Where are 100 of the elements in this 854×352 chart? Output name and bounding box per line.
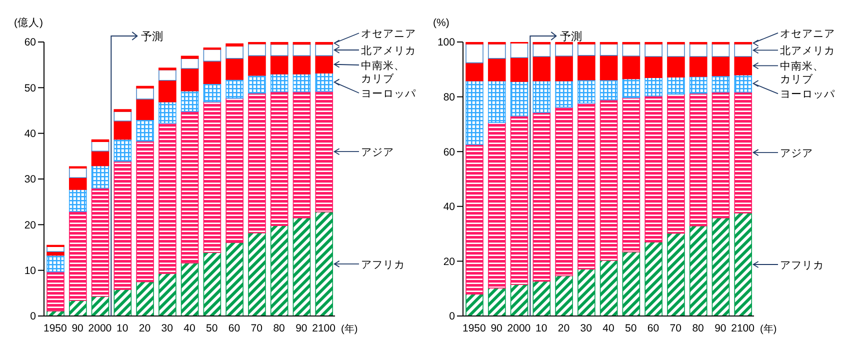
bar <box>203 101 222 253</box>
bar <box>46 271 64 312</box>
y-axis-title: (%) <box>433 17 450 29</box>
bar <box>136 281 154 316</box>
bar <box>644 44 662 57</box>
bar <box>667 76 685 94</box>
y-tick-label: 30 <box>24 174 36 186</box>
bar <box>644 56 662 78</box>
y-tick-label: 40 <box>443 201 456 214</box>
x-tick-label: 70 <box>250 322 263 334</box>
bar <box>114 160 132 290</box>
bar <box>68 177 87 190</box>
x-tick-label: 50 <box>625 322 637 334</box>
bar <box>555 275 573 316</box>
y-tick-label: 20 <box>443 256 456 268</box>
y-axis-title: (億人) <box>14 16 43 29</box>
bar <box>734 92 752 214</box>
bar <box>689 44 708 57</box>
bar <box>734 56 752 76</box>
x-tick-label: 1950 <box>44 322 68 334</box>
bar <box>667 232 685 316</box>
bar <box>712 56 730 76</box>
bar <box>46 254 64 272</box>
bar <box>712 218 730 316</box>
bar <box>270 225 288 316</box>
bar <box>136 140 154 282</box>
bar <box>532 280 551 316</box>
bar <box>91 188 110 297</box>
annotation: 予測 <box>141 31 164 43</box>
x-tick-label: 90 <box>296 322 308 334</box>
bar <box>292 44 311 56</box>
bar <box>466 294 484 316</box>
bar <box>158 122 176 274</box>
bar <box>136 98 154 120</box>
text: 中南米、カリブ <box>780 60 824 86</box>
bar <box>158 273 176 316</box>
bar <box>734 44 752 57</box>
bar <box>510 81 528 116</box>
bar <box>248 74 266 94</box>
bar <box>578 268 596 316</box>
bar <box>114 289 132 316</box>
x-tick-label: 30 <box>580 322 592 334</box>
bar <box>644 77 662 96</box>
bar <box>622 97 640 252</box>
text: 中南米、カリブ <box>361 58 405 85</box>
x-tick-label: 90 <box>714 322 726 334</box>
x-tick-label: 50 <box>206 322 218 334</box>
bar <box>270 74 288 92</box>
bar <box>578 55 596 80</box>
bar <box>315 42 334 45</box>
bar <box>292 42 311 45</box>
bar <box>555 56 573 82</box>
bar <box>91 165 110 189</box>
bar <box>292 74 311 92</box>
bar <box>578 102 596 270</box>
bar <box>689 56 708 77</box>
bar <box>203 60 222 84</box>
bar <box>622 78 640 98</box>
bar <box>226 242 244 316</box>
bar <box>203 48 222 62</box>
x-axis-title: (年) <box>341 323 358 335</box>
y-tick-label: 10 <box>24 265 36 278</box>
bar <box>532 112 551 282</box>
text: オセアニア <box>361 28 416 40</box>
bar <box>600 79 618 100</box>
x-tick-label: 90 <box>72 322 84 334</box>
text: オセアニア <box>780 28 835 40</box>
bar <box>315 211 334 316</box>
bar <box>532 44 551 57</box>
bar <box>180 90 199 112</box>
bar <box>600 55 618 80</box>
x-tick-label: 20 <box>138 322 151 334</box>
text: アジア <box>361 146 394 159</box>
y-tick-label: 80 <box>443 92 456 104</box>
bar <box>158 69 176 81</box>
bar <box>114 138 132 162</box>
bar <box>622 56 640 80</box>
bar <box>466 144 484 294</box>
x-tick-label: 2000 <box>507 322 531 334</box>
bar <box>248 92 266 234</box>
x-tick-label: 10 <box>116 322 128 334</box>
bar <box>226 79 244 99</box>
bar <box>68 189 87 212</box>
bar <box>270 44 288 56</box>
bar <box>488 44 506 59</box>
y-tick-label: 60 <box>24 36 36 49</box>
bar <box>248 55 266 76</box>
x-tick-label: 80 <box>692 322 704 334</box>
bar <box>734 212 752 316</box>
bar <box>68 211 87 301</box>
text: ヨーロッパ <box>361 88 417 100</box>
bar <box>555 80 573 108</box>
text: アフリカ <box>780 259 824 272</box>
bar <box>180 68 199 92</box>
bar <box>226 46 244 59</box>
bar <box>180 58 199 69</box>
text: 北アメリカ <box>361 44 416 57</box>
bar <box>667 94 685 234</box>
bar <box>158 80 176 102</box>
bar <box>644 242 662 316</box>
